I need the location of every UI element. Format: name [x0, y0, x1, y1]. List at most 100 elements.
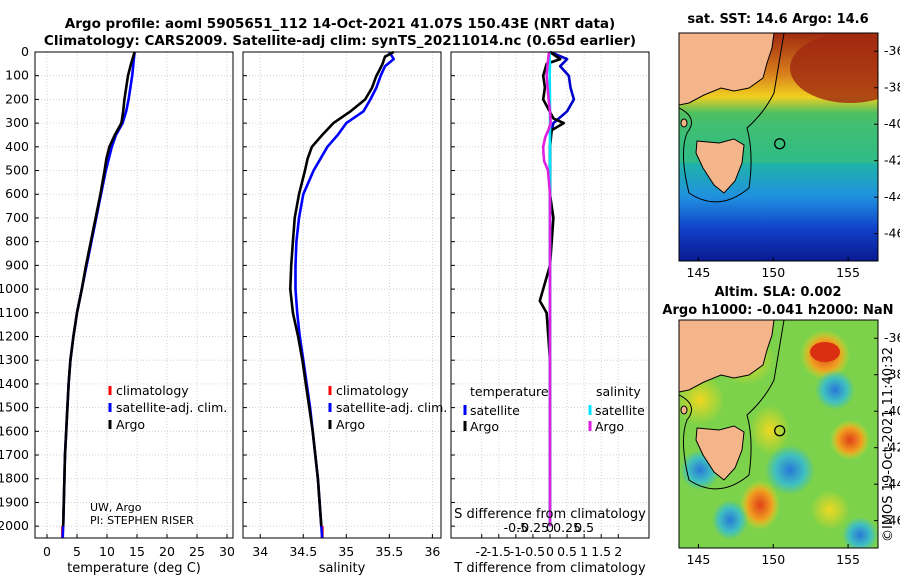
map-lon-label: 155 — [836, 552, 860, 567]
panel-difference: -2-1.5-1-0.5 0 0.5 1 1.5 2T difference from c… — [450, 50, 650, 576]
x-tick-label: 1 — [580, 544, 588, 559]
map-top: -36 -38 -40 -42 -44 -46 145 150 155 — [678, 32, 900, 280]
x-tick-label: 20 — [159, 544, 175, 559]
s-tick-label: 0.25 — [553, 520, 581, 535]
legend-label: Argo — [336, 417, 365, 432]
series-line-argo — [61, 51, 136, 527]
x-tick-label: 15 — [129, 544, 145, 559]
y-tick-label: 1600 — [0, 423, 29, 438]
isobath — [679, 33, 785, 203]
x-tick-label: 25 — [189, 544, 205, 559]
x-tick-label: 30 — [219, 544, 235, 559]
axes-frame — [242, 51, 442, 539]
y-tick-label: 1800 — [0, 471, 29, 486]
y-tick-label: 900 — [5, 257, 29, 272]
map-bottom: -36 -38 -40 -42 -44 -46 145 150 155 — [678, 319, 900, 567]
y-tick-label: 1100 — [0, 305, 29, 320]
y-tick-label: 1400 — [0, 376, 29, 391]
map-lat-label: -42 — [884, 440, 900, 455]
legend-label: Argo — [470, 419, 499, 434]
x-tick-label: -1 — [510, 544, 522, 559]
s-tick-label: -0.25 — [517, 520, 549, 535]
legend-label: Argo — [116, 417, 145, 432]
y-tick-label: 600 — [5, 186, 29, 201]
pi-annotation: UW, Argo — [90, 501, 142, 514]
map-lat-label: -38 — [884, 367, 900, 382]
map-lon-label: 155 — [836, 265, 860, 280]
axes-frame — [450, 51, 650, 539]
map-lon-label: 150 — [761, 265, 785, 280]
map-lat-label: -36 — [884, 43, 900, 58]
x-tick-label: 35 — [338, 544, 354, 559]
y-tick-label: 500 — [5, 163, 29, 178]
x-tick-label: 0 — [546, 544, 554, 559]
x-tick-label: -2 — [475, 544, 487, 559]
legend-sal-title: salinity — [596, 384, 641, 399]
series-line-argo — [288, 50, 395, 527]
y-tick-label: 1900 — [0, 494, 29, 509]
x-tick-label: 0 — [43, 544, 51, 559]
argo-float-marker — [774, 425, 786, 437]
x-tick-label: 0.5 — [557, 544, 577, 559]
x-tick-label: 5 — [73, 544, 81, 559]
y-tick-label: 700 — [5, 210, 29, 225]
isobath — [679, 320, 785, 490]
map-lat-label: -38 — [884, 80, 900, 95]
pi-annotation: PI: STEPHEN RISER — [90, 514, 194, 527]
y-tick-label: 1000 — [0, 281, 29, 296]
map-bottom-title1: Altim. SLA: 0.002 — [715, 285, 842, 300]
x-tick-label: 36 — [424, 544, 440, 559]
s-tick-label: -0.5 — [504, 520, 528, 535]
land-tasmania — [695, 425, 745, 481]
x-tick-label: 1.5 — [591, 544, 611, 559]
x-axis-label: temperature (deg C) — [67, 561, 201, 576]
x-tick-label: -0.5 — [521, 544, 545, 559]
map-lat-label: -40 — [884, 403, 900, 418]
map-lon-label: 145 — [687, 552, 711, 567]
s-tick-label: 0.5 — [574, 520, 594, 535]
s-difference-label: S difference from climatology — [454, 507, 646, 522]
map-lat-label: -46 — [884, 226, 900, 241]
map-lat-label: -44 — [884, 476, 900, 491]
map-lat-label: -36 — [884, 330, 900, 345]
legend-label: climatology — [116, 383, 189, 398]
x-tick-label: 34 — [252, 544, 268, 559]
y-tick-label: 2000 — [0, 518, 29, 533]
argo-float-marker — [774, 138, 786, 150]
legend-label: Argo — [595, 419, 624, 434]
x-tick-label: 10 — [99, 544, 115, 559]
map-frame — [678, 32, 879, 262]
credit-text: ©IMOS 19-Oct-2021 11:40:32 — [881, 347, 896, 542]
x-tick-label: -1.5 — [487, 544, 511, 559]
panel-temperature: 0 5 10 15 20 25 300100200300400500600700800900… — [0, 44, 235, 576]
map-lat-label: -42 — [884, 153, 900, 168]
y-tick-label: 300 — [5, 115, 29, 130]
map-frame — [678, 319, 879, 549]
y-tick-label: 1300 — [0, 352, 29, 367]
map-lat-label: -44 — [884, 189, 900, 204]
legend-label: climatology — [336, 383, 409, 398]
x-axis-label: T difference from climatology — [453, 561, 646, 576]
y-tick-label: 800 — [5, 234, 29, 249]
y-tick-label: 1500 — [0, 400, 29, 415]
land-tasmania — [695, 138, 745, 194]
legend-label: satellite — [595, 403, 645, 418]
y-tick-label: 100 — [5, 68, 29, 83]
x-axis-label: salinity — [319, 561, 366, 576]
legend-label: satellite-adj. clim. — [336, 400, 447, 415]
axes-frame — [34, 51, 234, 539]
map-lat-label: -40 — [884, 116, 900, 131]
figure-title: Argo profile: aoml 5905651_112 14-Oct-20… — [65, 16, 615, 32]
map-lat-label: -46 — [884, 513, 900, 528]
map-lon-label: 150 — [761, 552, 785, 567]
y-tick-label: 0 — [21, 44, 29, 59]
map-bottom-title2: Argo h1000: -0.041 h2000: NaN — [662, 303, 893, 318]
y-tick-label: 1200 — [0, 328, 29, 343]
legend-temp-title: temperature — [470, 384, 549, 399]
panel-salinity: 34 34.5 35 35.5 36 salinity climatology satelli… — [242, 50, 447, 576]
x-tick-label: 35.5 — [375, 544, 403, 559]
x-tick-label: 34.5 — [289, 544, 317, 559]
land-mainland — [679, 320, 775, 393]
x-tick-label: 2 — [614, 544, 622, 559]
